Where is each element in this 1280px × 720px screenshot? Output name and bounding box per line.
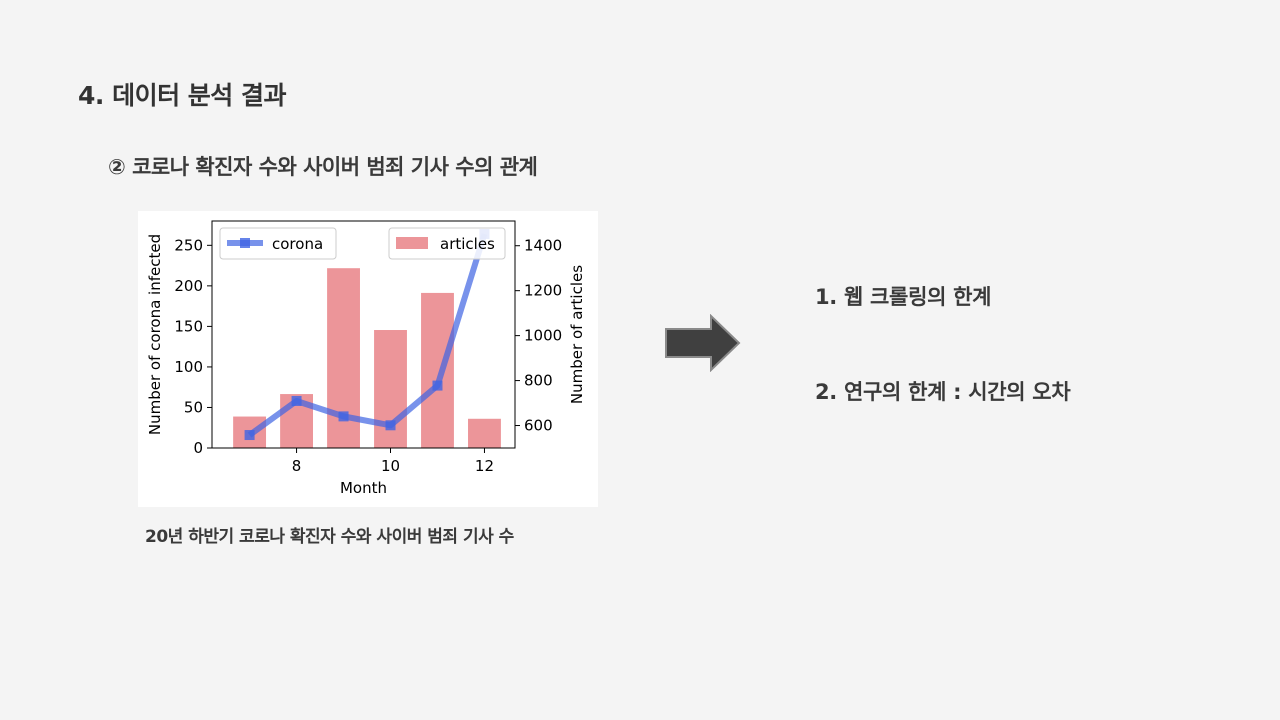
section-subtitle: ② 코로나 확진자 수와 사이버 범죄 기사 수의 관계 bbox=[108, 155, 538, 179]
limitation-web-crawling: 1. 웹 크롤링의 한계 bbox=[815, 285, 992, 309]
tick-label-x: 10 bbox=[381, 457, 400, 475]
plot-frame bbox=[211, 220, 516, 449]
legend-swatch-articles bbox=[396, 237, 428, 249]
legend-label-corona: corona bbox=[272, 235, 323, 253]
right-arrow-icon bbox=[665, 314, 741, 372]
bar-articles bbox=[374, 330, 407, 448]
legend-marker-corona bbox=[240, 238, 250, 248]
tick-label-left: 150 bbox=[174, 317, 203, 335]
tick-label-left: 250 bbox=[174, 236, 203, 254]
y-axis-label-right: Number of articles bbox=[568, 265, 586, 404]
tick-label-x: 8 bbox=[292, 457, 302, 475]
limitation-research-time: 2. 연구의 한계 : 시간의 오차 bbox=[815, 380, 1071, 404]
point-corona bbox=[338, 411, 349, 422]
x-axis-label: Month bbox=[340, 479, 387, 497]
tick-label-left: 50 bbox=[184, 398, 203, 416]
tick-label-right: 1200 bbox=[524, 282, 562, 300]
tick-label-x: 12 bbox=[475, 457, 494, 475]
point-corona bbox=[385, 420, 396, 431]
legend-box-articles bbox=[388, 227, 506, 260]
figure-caption: 20년 하반기 코로나 확진자 수와 사이버 범죄 기사 수 bbox=[145, 527, 514, 547]
line-corona bbox=[247, 233, 488, 438]
tick-label-left: 100 bbox=[174, 358, 203, 376]
tick-label-right: 1000 bbox=[524, 327, 562, 345]
legend-box-corona bbox=[219, 227, 337, 260]
corona-articles-chart: 0 50 100 150 200 250 600 800 1000 1200 1400 8 10 12 Mo… bbox=[146, 220, 586, 497]
point-corona bbox=[432, 380, 443, 391]
tick-label-left: 200 bbox=[174, 277, 203, 295]
bar-articles bbox=[421, 292, 454, 448]
bar-articles bbox=[468, 418, 501, 448]
legend-label-articles: articles bbox=[440, 235, 495, 253]
chart-panel: 0 50 100 150 200 250 600 800 1000 1200 1400 8 10 12 Mo… bbox=[138, 211, 598, 507]
tick-label-right: 600 bbox=[524, 417, 553, 435]
tick-label-left: 0 bbox=[193, 439, 203, 457]
point-corona bbox=[244, 430, 255, 441]
point-corona bbox=[291, 395, 302, 406]
y-axis-label-left: Number of corona infected bbox=[146, 234, 164, 435]
slide-title: 4. 데이터 분석 결과 bbox=[78, 81, 287, 110]
tick-label-right: 800 bbox=[524, 372, 553, 390]
tick-label-right: 1400 bbox=[524, 237, 562, 255]
